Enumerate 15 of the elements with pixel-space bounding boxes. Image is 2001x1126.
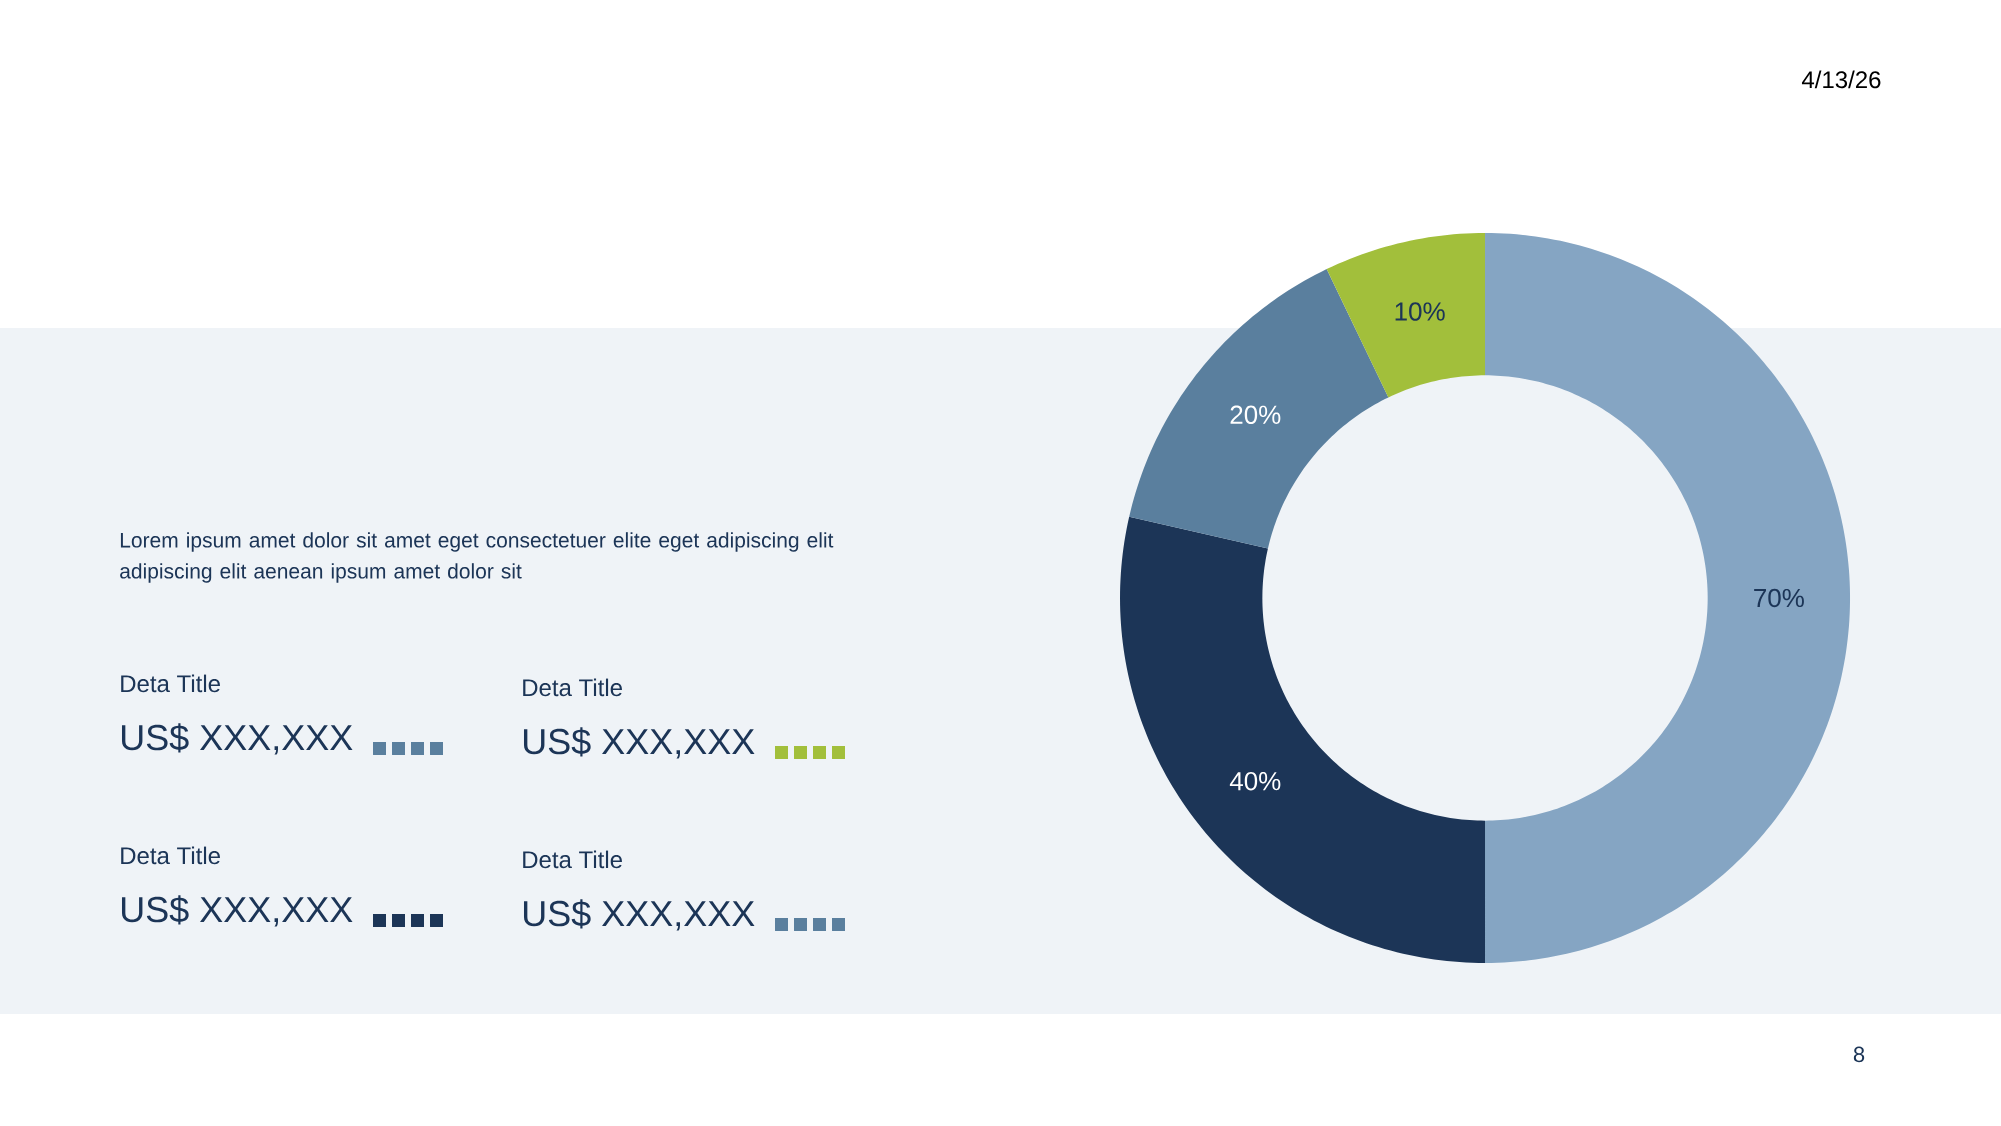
data-label: 40% [1229, 771, 1281, 791]
text: Deta Title [523, 678, 622, 697]
text: Deta Title [121, 846, 220, 865]
data-label: 70% [1754, 588, 1804, 608]
text: Deta Title [523, 850, 622, 869]
text: US$ XXX,XXX [523, 899, 755, 931]
text: Deta Title [121, 674, 220, 693]
text: 8 [1853, 1046, 1865, 1063]
data-label: 10% [1395, 302, 1445, 321]
text: 4/13/26 [1801, 70, 1881, 89]
text: US$ XXX,XXX [523, 727, 755, 759]
text: US$ XXX,XXX [121, 895, 353, 927]
text: Lorem ipsum amet dolor sit amet eget consectetuer elite eget adipiscing elit adipiscing elit aenean ipsum amet dolor sit [120, 532, 834, 583]
data-label: 20% [1230, 405, 1281, 424]
text: US$ XXX,XXX [121, 723, 353, 755]
